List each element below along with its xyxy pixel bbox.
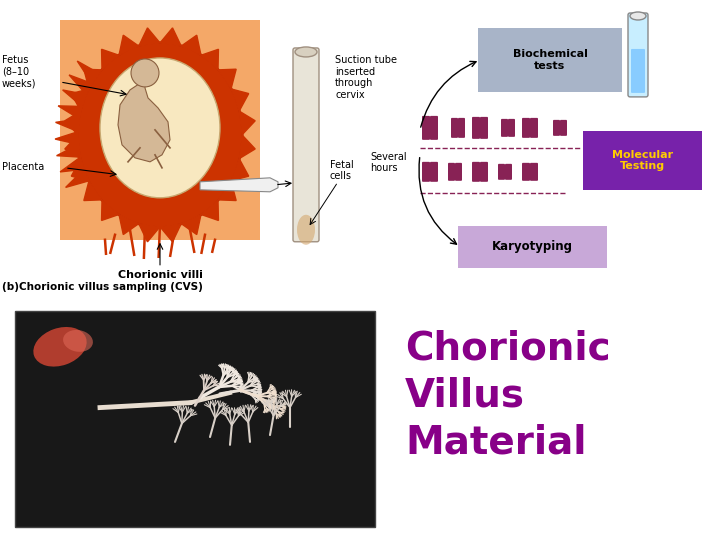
Text: Biochemical
tests: Biochemical tests — [513, 49, 588, 71]
Polygon shape — [201, 200, 218, 220]
Polygon shape — [71, 159, 89, 181]
FancyBboxPatch shape — [15, 312, 375, 527]
Polygon shape — [58, 106, 82, 119]
Ellipse shape — [100, 58, 220, 198]
Circle shape — [131, 59, 159, 87]
Polygon shape — [71, 89, 89, 111]
Polygon shape — [231, 89, 248, 111]
FancyBboxPatch shape — [293, 48, 319, 242]
Polygon shape — [160, 28, 181, 46]
Text: Suction tube
inserted
through
cervix: Suction tube inserted through cervix — [335, 55, 397, 100]
FancyBboxPatch shape — [448, 163, 455, 181]
FancyBboxPatch shape — [60, 20, 260, 240]
FancyBboxPatch shape — [478, 28, 622, 92]
Polygon shape — [118, 80, 170, 162]
Text: (b)Chorionic villus sampling (CVS): (b)Chorionic villus sampling (CVS) — [2, 282, 203, 292]
FancyBboxPatch shape — [530, 163, 538, 181]
Polygon shape — [84, 181, 102, 200]
FancyBboxPatch shape — [501, 119, 508, 137]
FancyBboxPatch shape — [455, 163, 462, 181]
Polygon shape — [200, 178, 278, 192]
Polygon shape — [139, 28, 160, 46]
FancyBboxPatch shape — [522, 118, 530, 138]
Polygon shape — [65, 111, 81, 135]
FancyBboxPatch shape — [530, 118, 538, 138]
Polygon shape — [181, 35, 201, 55]
Polygon shape — [119, 35, 139, 55]
Polygon shape — [119, 214, 139, 234]
Polygon shape — [60, 157, 84, 172]
Text: Placenta: Placenta — [2, 162, 44, 172]
Polygon shape — [218, 181, 236, 200]
FancyBboxPatch shape — [422, 162, 430, 182]
Ellipse shape — [78, 43, 243, 227]
FancyBboxPatch shape — [422, 116, 430, 140]
Polygon shape — [218, 69, 236, 89]
FancyBboxPatch shape — [553, 120, 560, 136]
Polygon shape — [77, 61, 99, 84]
FancyBboxPatch shape — [560, 120, 567, 136]
FancyBboxPatch shape — [472, 162, 480, 182]
Text: Several
hours: Several hours — [370, 152, 407, 173]
Polygon shape — [139, 224, 160, 242]
Polygon shape — [201, 49, 218, 70]
Ellipse shape — [297, 215, 315, 245]
FancyBboxPatch shape — [498, 164, 505, 180]
Polygon shape — [55, 119, 79, 132]
Polygon shape — [160, 224, 181, 242]
FancyBboxPatch shape — [583, 131, 702, 190]
Text: Fetus
(8–10
weeks): Fetus (8–10 weeks) — [2, 55, 37, 88]
FancyBboxPatch shape — [472, 117, 480, 139]
Polygon shape — [55, 132, 78, 145]
Polygon shape — [84, 69, 102, 89]
Ellipse shape — [33, 327, 86, 367]
FancyBboxPatch shape — [522, 163, 530, 181]
FancyBboxPatch shape — [430, 116, 438, 140]
Polygon shape — [66, 170, 89, 187]
FancyBboxPatch shape — [451, 118, 458, 138]
Text: Molecular
Testing: Molecular Testing — [612, 150, 673, 171]
Polygon shape — [57, 145, 81, 157]
Polygon shape — [239, 111, 255, 135]
FancyBboxPatch shape — [505, 164, 512, 180]
Ellipse shape — [63, 330, 93, 352]
Polygon shape — [102, 200, 119, 220]
FancyBboxPatch shape — [458, 226, 607, 268]
FancyBboxPatch shape — [430, 162, 438, 182]
Text: Fetal
cells: Fetal cells — [330, 160, 354, 181]
Polygon shape — [231, 159, 248, 181]
Polygon shape — [63, 90, 86, 106]
Polygon shape — [65, 135, 81, 159]
FancyBboxPatch shape — [508, 119, 515, 137]
Polygon shape — [239, 135, 255, 159]
FancyBboxPatch shape — [631, 49, 645, 93]
FancyBboxPatch shape — [480, 162, 488, 182]
FancyBboxPatch shape — [628, 13, 648, 97]
Polygon shape — [181, 214, 201, 234]
Ellipse shape — [295, 47, 317, 57]
FancyBboxPatch shape — [480, 117, 488, 139]
Polygon shape — [102, 49, 119, 70]
FancyBboxPatch shape — [458, 118, 465, 138]
Text: Karyotyping: Karyotyping — [492, 240, 573, 253]
Ellipse shape — [630, 12, 646, 20]
Text: Chorionic
Villus
Material: Chorionic Villus Material — [405, 329, 611, 461]
Polygon shape — [69, 75, 92, 94]
Text: Chorionic villi: Chorionic villi — [117, 270, 202, 280]
